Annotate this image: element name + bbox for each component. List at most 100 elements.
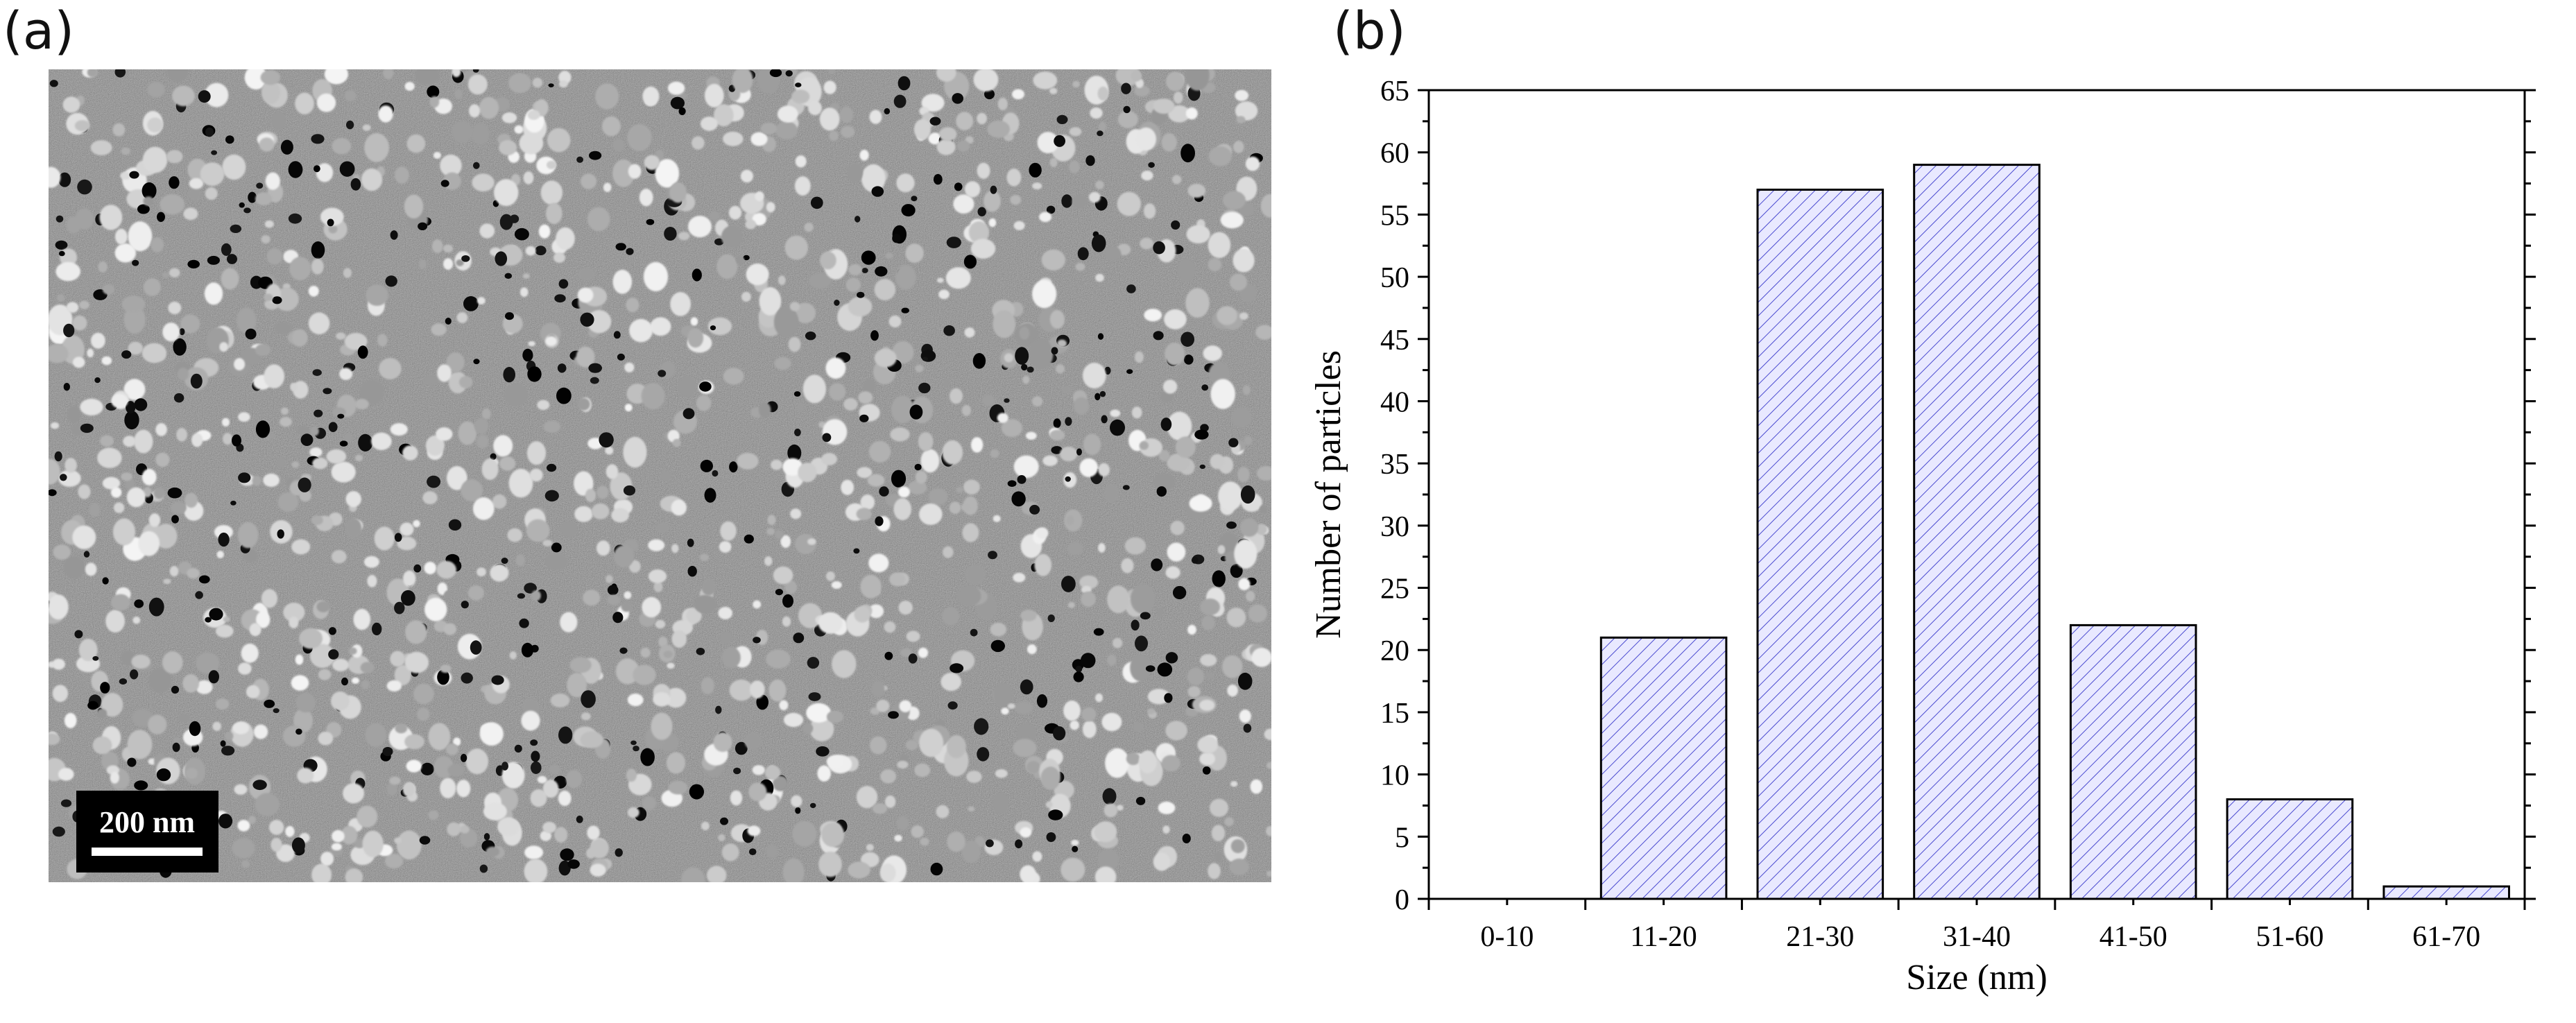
pore: [715, 705, 722, 714]
particle: [344, 432, 352, 442]
particle: [658, 636, 668, 648]
pore: [1153, 241, 1165, 255]
particle: [782, 616, 791, 627]
particle: [784, 235, 809, 260]
particle: [587, 825, 600, 840]
particle: [1110, 409, 1121, 418]
particle: [872, 803, 888, 814]
particle: [436, 560, 456, 579]
pore: [291, 837, 305, 854]
pore: [808, 692, 821, 701]
pore: [171, 515, 179, 524]
particle: [452, 69, 461, 78]
particle: [132, 708, 154, 728]
pore: [589, 151, 602, 160]
particle: [973, 69, 999, 92]
pore: [986, 839, 994, 848]
pore: [521, 642, 534, 657]
pore: [984, 89, 995, 100]
particle: [1013, 221, 1025, 230]
y-tick-label: 5: [1395, 822, 1409, 854]
bar-51-60: [2226, 798, 2354, 900]
particle: [721, 646, 741, 669]
particle: [532, 78, 543, 88]
pore: [1151, 558, 1163, 571]
particle: [544, 553, 568, 571]
particle: [818, 612, 843, 634]
particle: [196, 652, 220, 674]
particle: [1001, 707, 1009, 715]
particle: [1187, 624, 1196, 635]
pore: [1051, 446, 1063, 454]
particle: [78, 638, 98, 662]
pore: [92, 656, 99, 661]
pore: [901, 307, 909, 313]
particle: [394, 166, 409, 184]
particle: [858, 391, 873, 404]
particle: [1032, 851, 1042, 862]
particle: [499, 456, 516, 471]
particle: [331, 461, 356, 483]
pore: [127, 757, 137, 767]
particle: [794, 302, 816, 323]
pore: [710, 325, 716, 331]
particle: [483, 802, 507, 820]
particle: [970, 437, 984, 453]
particle: [752, 213, 766, 226]
particle: [1165, 342, 1185, 366]
pore: [87, 700, 98, 710]
particle: [263, 473, 280, 488]
pore: [58, 250, 65, 257]
pore: [531, 761, 542, 774]
pore: [687, 538, 694, 547]
particle: [590, 863, 606, 877]
particle: [1006, 169, 1022, 187]
pore: [1172, 585, 1187, 600]
particle: [990, 622, 1007, 637]
pore: [809, 802, 816, 809]
particle: [862, 379, 877, 394]
pore: [1047, 614, 1055, 622]
pore: [795, 83, 802, 87]
particle: [1067, 602, 1075, 608]
particle: [667, 81, 685, 95]
pore: [535, 246, 547, 256]
particle: [90, 140, 112, 155]
particle: [1013, 572, 1026, 583]
pore: [670, 96, 685, 110]
pore: [1153, 331, 1164, 341]
particle: [648, 539, 665, 551]
particle: [1239, 312, 1248, 320]
particle: [964, 327, 975, 338]
pore: [646, 218, 655, 225]
particle: [310, 644, 335, 668]
particle: [1101, 712, 1122, 732]
particle: [885, 252, 893, 259]
particle: [580, 731, 603, 748]
particle: [1244, 436, 1253, 445]
particle: [642, 796, 657, 811]
pore: [339, 440, 348, 447]
particle: [700, 117, 719, 131]
pore: [495, 251, 508, 266]
particle: [311, 515, 323, 525]
particle: [825, 571, 835, 581]
pore: [470, 640, 482, 655]
particle: [389, 776, 401, 785]
particle: [383, 69, 394, 80]
particle: [1104, 803, 1118, 818]
particle: [295, 92, 314, 114]
x-tick-label: 21-30: [1786, 921, 1854, 953]
pore: [612, 612, 624, 624]
particle: [1224, 817, 1234, 827]
particle: [993, 682, 1013, 707]
particle: [866, 843, 874, 851]
particle: [900, 648, 912, 657]
particle: [1220, 212, 1244, 229]
pore: [501, 762, 508, 771]
particle: [289, 617, 299, 628]
particle: [120, 171, 131, 180]
particle: [479, 223, 495, 239]
particle: [1208, 257, 1222, 272]
pore: [855, 216, 861, 223]
